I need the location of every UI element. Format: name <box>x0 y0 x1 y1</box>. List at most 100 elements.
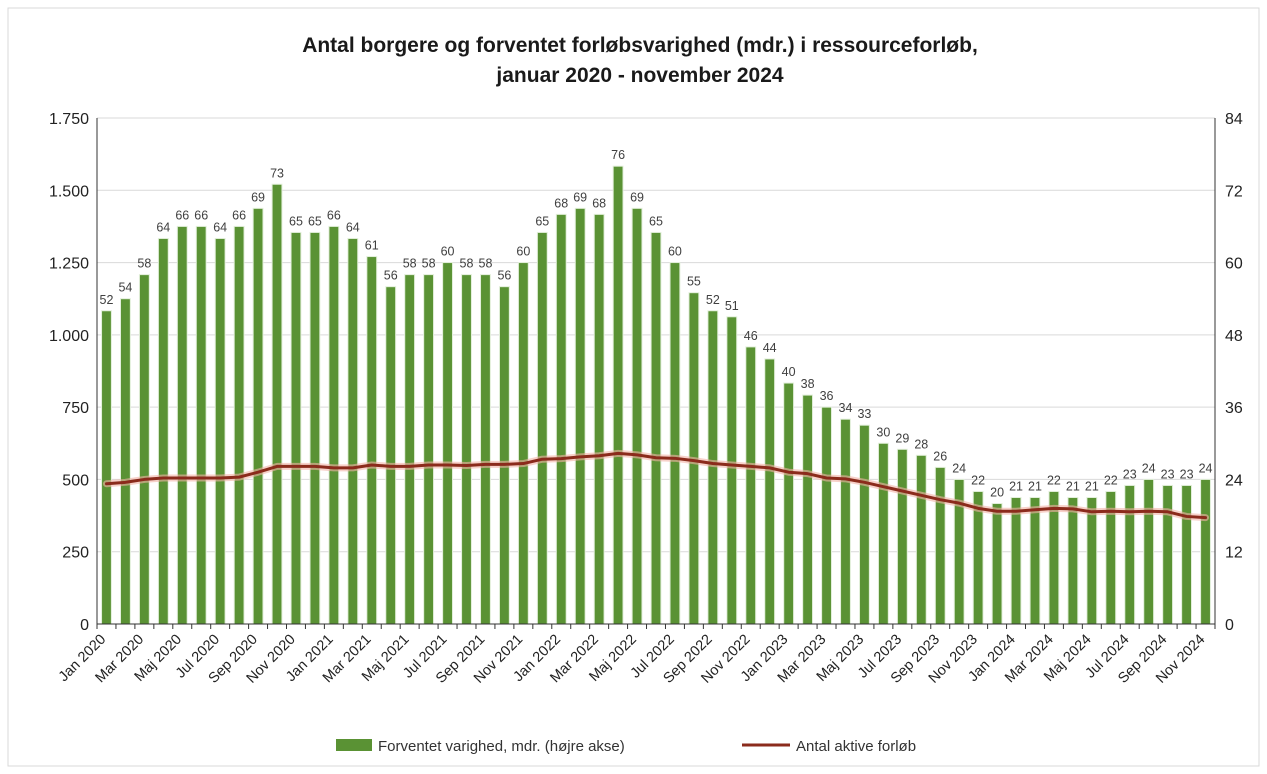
bar <box>328 225 340 625</box>
chart-title-line-2: januar 2020 - november 2024 <box>495 64 783 87</box>
bar <box>915 454 927 625</box>
bar-data-label: 64 <box>213 220 227 234</box>
bar <box>442 262 453 625</box>
bar <box>423 274 435 625</box>
bar-data-label: 55 <box>687 275 701 289</box>
bar <box>593 213 605 625</box>
bar-data-label: 28 <box>914 437 928 451</box>
bar-data-label: 52 <box>706 293 720 307</box>
bar-data-label: 36 <box>820 389 834 403</box>
y-left-tick-label: 1.500 <box>49 183 89 200</box>
bar-data-label: 65 <box>289 214 303 228</box>
bar <box>574 207 586 625</box>
bar-data-label: 29 <box>895 431 909 445</box>
bar-data-label: 64 <box>346 220 360 234</box>
bar <box>176 225 188 625</box>
bar-data-label: 23 <box>1180 467 1194 481</box>
bar <box>726 316 738 625</box>
bar-data-label: 69 <box>630 190 644 204</box>
bar-data-label: 58 <box>460 257 474 271</box>
bar <box>309 231 321 625</box>
y-left-tick-label: 750 <box>62 400 89 417</box>
bar-data-label: 21 <box>1066 480 1080 494</box>
bar-data-label: 33 <box>857 407 871 421</box>
bar-data-label: 60 <box>516 245 530 259</box>
bar-data-label: 66 <box>232 208 246 222</box>
bar-data-label: 76 <box>611 148 625 162</box>
bar <box>517 262 529 625</box>
bar <box>1143 478 1155 625</box>
bar <box>991 503 1003 625</box>
bar <box>1181 484 1193 625</box>
chart-title-line-1: Antal borgere og forventet forløbsvarigh… <box>302 34 978 57</box>
bar <box>366 256 378 625</box>
legend-swatch-bar <box>336 739 372 751</box>
bar-data-label: 68 <box>554 196 568 210</box>
bar <box>233 225 245 625</box>
bar-data-label: 21 <box>1009 480 1023 494</box>
bar <box>290 231 302 625</box>
bar <box>650 231 662 625</box>
bar <box>745 346 757 625</box>
bar-data-label: 46 <box>744 329 758 343</box>
bar <box>498 286 510 625</box>
bar-data-label: 26 <box>933 449 947 463</box>
bar-data-label: 22 <box>1047 473 1061 487</box>
line-series <box>102 449 1210 522</box>
bar <box>385 286 397 625</box>
y-left-tick-label: 500 <box>62 472 89 489</box>
y-right-tick-label: 12 <box>1225 545 1243 562</box>
bar-data-label: 65 <box>308 214 322 228</box>
bar-data-label: 20 <box>990 486 1004 500</box>
bar <box>1029 497 1041 625</box>
bar-data-label: 58 <box>137 257 151 271</box>
y-left-tick-label: 0 <box>80 617 89 634</box>
line-series-path <box>104 451 1208 520</box>
bar-data-label: 52 <box>100 293 114 307</box>
bar <box>764 358 776 625</box>
legend-label-line: Antal aktive forløb <box>796 738 916 755</box>
bar <box>783 382 795 625</box>
bar <box>214 237 226 625</box>
bar <box>1200 478 1211 625</box>
y-right-tick-label: 24 <box>1225 472 1243 489</box>
bar-data-label: 30 <box>876 425 890 439</box>
bar-data-label: 66 <box>175 208 189 222</box>
y-right-tick-label: 84 <box>1225 111 1243 128</box>
bar-data-label: 69 <box>251 190 265 204</box>
bar-data-label: 64 <box>156 220 170 234</box>
bar <box>1124 484 1136 625</box>
bar <box>1067 497 1079 625</box>
bar <box>612 165 624 625</box>
bar-data-label: 24 <box>1142 461 1156 475</box>
bar-data-label: 38 <box>801 377 815 391</box>
bar <box>1086 497 1098 625</box>
y-left-tick-label: 1.000 <box>49 328 89 345</box>
bar-data-label: 23 <box>1123 467 1137 481</box>
bar <box>195 225 207 625</box>
bar <box>859 424 870 625</box>
bar-data-label: 56 <box>497 269 511 283</box>
bar <box>120 298 131 625</box>
bar <box>821 406 832 625</box>
bar-data-label: 60 <box>441 245 455 259</box>
bar-data-label: 58 <box>479 257 493 271</box>
bar-data-label: 56 <box>384 269 398 283</box>
bar <box>631 207 643 625</box>
bar-data-label: 73 <box>270 166 284 180</box>
bar-data-label: 68 <box>592 196 606 210</box>
bar <box>480 274 491 625</box>
bar <box>347 237 359 625</box>
bar <box>802 394 814 625</box>
bar-data-label: 60 <box>668 245 682 259</box>
bar-data-label: 65 <box>649 214 663 228</box>
bar <box>669 262 681 625</box>
bar-data-label: 66 <box>194 208 208 222</box>
bar <box>252 207 264 625</box>
y-left-tick-label: 1.750 <box>49 111 89 128</box>
legend: Forventet varighed, mdr. (højre akse) An… <box>336 738 916 755</box>
bar-data-label: 24 <box>1199 461 1213 475</box>
bar <box>707 310 719 625</box>
bar <box>896 448 908 625</box>
